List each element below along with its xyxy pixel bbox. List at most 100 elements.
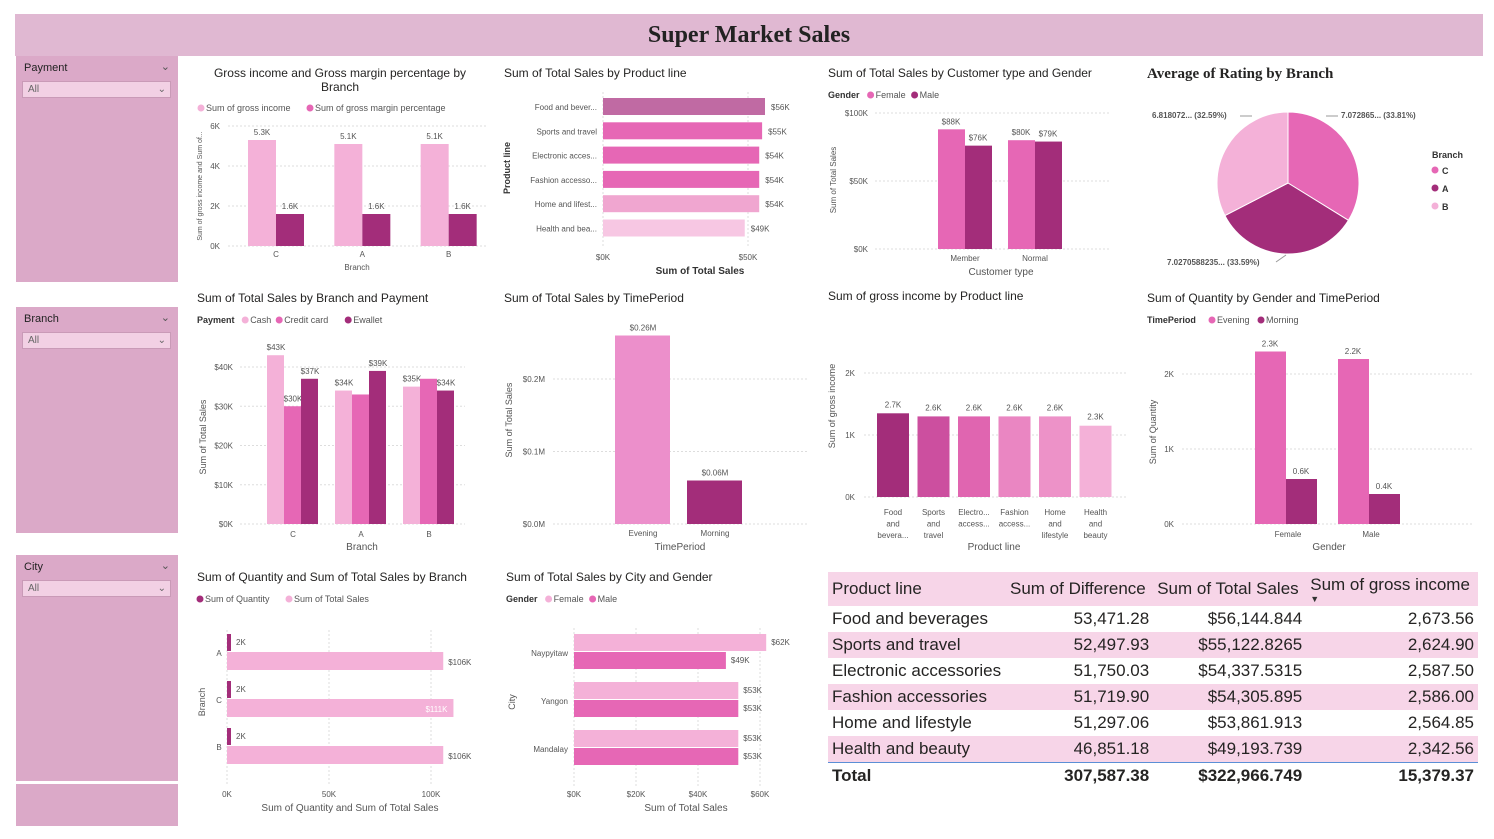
y-tick: $0K: [854, 245, 869, 254]
x-axis-label: TimePeriod: [655, 542, 706, 553]
bar[interactable]: [437, 390, 454, 524]
bar[interactable]: [1008, 140, 1035, 249]
x-tick: lifestyle: [1042, 531, 1069, 540]
col-product-line[interactable]: Product line: [828, 572, 1006, 606]
bar[interactable]: [420, 144, 449, 246]
x-axis-label: Branch: [344, 263, 369, 272]
col-sum-total-sales[interactable]: Sum of Total Sales: [1153, 572, 1307, 606]
bar[interactable]: [301, 378, 318, 524]
bar[interactable]: [352, 394, 369, 524]
y-tick: 1K: [845, 431, 855, 440]
bar[interactable]: [1255, 351, 1286, 525]
x-axis-label: Product line: [968, 542, 1021, 553]
sort-descending-icon[interactable]: ▼: [1310, 594, 1320, 604]
bar[interactable]: [998, 416, 1031, 497]
y-tick: C: [216, 696, 222, 705]
legend-title: Gender: [828, 90, 860, 100]
legend-title: Branch: [1432, 150, 1463, 160]
bar[interactable]: [227, 634, 231, 651]
pie-slice[interactable]: [1216, 111, 1289, 217]
table-row[interactable]: Sports and travel 52,497.93 $55,122.8265 2,…: [828, 632, 1478, 658]
bar[interactable]: [574, 682, 739, 699]
table-cell: Fashion accessories: [828, 684, 1006, 710]
bar[interactable]: [917, 416, 950, 497]
legend-title: Payment: [197, 315, 235, 325]
chevron-down-icon[interactable]: ⌄: [160, 560, 170, 572]
payment-slicer[interactable]: Payment ⌄ All ⌄: [16, 56, 178, 282]
pie-slice[interactable]: [1287, 111, 1360, 222]
bar[interactable]: [603, 122, 763, 140]
table-header-row: Product line Sum of Difference Sum of To…: [828, 572, 1478, 606]
table-row[interactable]: Food and beverages 53,471.28 $56,144.844 2,…: [828, 606, 1478, 632]
bar[interactable]: [603, 195, 760, 213]
bar[interactable]: [448, 214, 477, 246]
y-axis-label: Sum of Quantity: [1148, 399, 1158, 464]
y-tick: Naypyitaw: [531, 649, 568, 658]
data-label: 1.6K: [454, 202, 471, 211]
bar[interactable]: [267, 355, 284, 524]
bar[interactable]: [403, 386, 420, 524]
bar[interactable]: [227, 728, 231, 745]
bar[interactable]: [1338, 359, 1369, 524]
bar[interactable]: [1039, 416, 1071, 497]
bar[interactable]: [227, 699, 454, 717]
table-cell: $55,122.8265: [1153, 632, 1307, 658]
chevron-down-icon: ⌄: [157, 583, 166, 594]
bar[interactable]: [335, 390, 352, 524]
x-tick: A: [360, 250, 366, 259]
legend-marker: [1431, 166, 1439, 174]
legend-item: Male: [920, 90, 940, 100]
bar[interactable]: [615, 335, 670, 525]
branch-slicer[interactable]: Branch ⌄ All ⌄: [16, 307, 178, 533]
bar[interactable]: [603, 170, 760, 188]
bar[interactable]: [284, 406, 301, 524]
table-row[interactable]: Health and beauty 46,851.18 $49,193.739 2,3…: [828, 736, 1478, 763]
bar[interactable]: [603, 146, 760, 164]
bar[interactable]: [958, 416, 990, 497]
payment-dropdown[interactable]: All ⌄: [22, 81, 171, 98]
y-tick: Yangon: [541, 697, 568, 706]
bar[interactable]: [574, 748, 739, 765]
table-cell: Food and beverages: [832, 609, 988, 628]
chevron-down-icon[interactable]: ⌄: [160, 61, 170, 73]
bar[interactable]: [1079, 425, 1112, 497]
bar[interactable]: [227, 681, 231, 698]
bar[interactable]: [877, 413, 909, 497]
table-row[interactable]: Fashion accessories 51,719.90 $54,305.895 2…: [828, 684, 1478, 710]
table-row[interactable]: Home and lifestyle 51,297.06 $53,861.913 2,…: [828, 710, 1478, 736]
bar[interactable]: [227, 746, 444, 764]
table-row[interactable]: Electronic accessories 51,750.03 $54,337.5…: [828, 658, 1478, 684]
bar[interactable]: [1286, 479, 1317, 524]
bar[interactable]: [334, 144, 363, 246]
bar[interactable]: [965, 145, 992, 249]
bar[interactable]: [603, 98, 765, 115]
bar[interactable]: [687, 480, 742, 525]
bar[interactable]: [1369, 494, 1400, 524]
col-sum-difference[interactable]: Sum of Difference: [1006, 572, 1154, 606]
bar[interactable]: [574, 634, 767, 651]
pie-slice[interactable]: [1224, 182, 1350, 255]
city-slicer[interactable]: City ⌄ All ⌄: [16, 555, 178, 781]
bar[interactable]: [574, 700, 739, 717]
data-label: $55K: [768, 127, 787, 136]
bar[interactable]: [248, 140, 276, 246]
bar[interactable]: [369, 370, 386, 524]
city-dropdown[interactable]: All ⌄: [22, 580, 171, 597]
bar[interactable]: [420, 378, 437, 524]
bar[interactable]: [574, 652, 726, 669]
col-sum-gross-income[interactable]: Sum of gross income ▼: [1306, 572, 1478, 606]
chevron-down-icon[interactable]: ⌄: [160, 312, 170, 324]
bar[interactable]: [227, 652, 444, 670]
gross-income-branch-title: Gross income and Gross margin percentage…: [213, 66, 467, 94]
legend-marker: [1257, 316, 1265, 324]
branch-dropdown[interactable]: All ⌄: [22, 332, 171, 349]
bar[interactable]: [362, 214, 391, 246]
bar[interactable]: [938, 129, 965, 249]
report-title-bar: Super Market Sales: [15, 14, 1483, 56]
bar[interactable]: [1035, 141, 1062, 249]
x-tick: and: [886, 520, 899, 529]
data-label: 2K: [236, 638, 246, 647]
bar[interactable]: [574, 730, 739, 747]
bar[interactable]: [603, 219, 745, 237]
bar[interactable]: [276, 214, 304, 246]
